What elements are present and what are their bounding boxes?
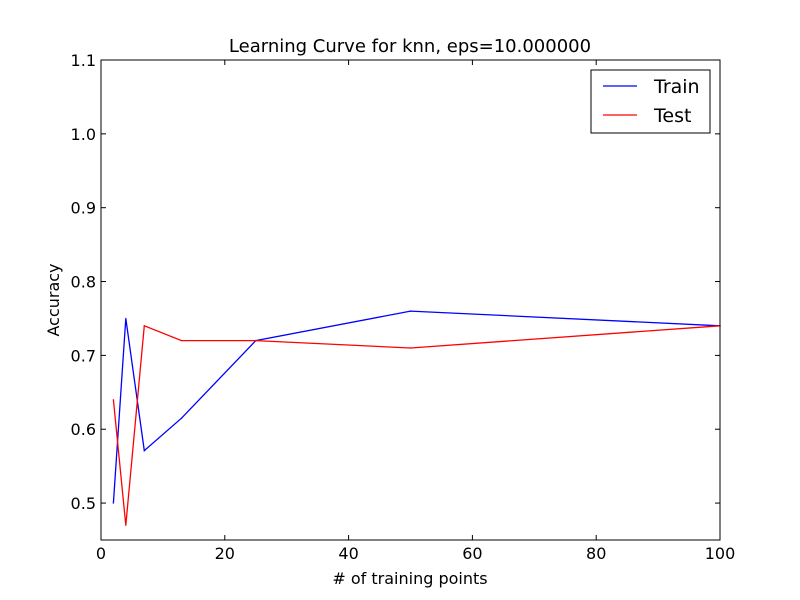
y-tick-label: 1.0: [71, 125, 96, 144]
y-tick-label: 0.7: [71, 346, 96, 365]
y-tick-label: 0.5: [71, 494, 96, 513]
x-tick-label: 20: [215, 544, 235, 563]
plot-frame: [100, 59, 721, 541]
chart-title: Learning Curve for knn, eps=10.000000: [229, 36, 591, 57]
x-tick-label: 100: [705, 544, 736, 563]
legend: Train Test: [590, 69, 711, 134]
test-data-point: [409, 347, 412, 349]
legend-test-label: Test: [653, 105, 691, 127]
x-tick-label: 0: [96, 544, 106, 563]
legend-train-label: Train: [653, 76, 700, 98]
test-data-point: [124, 524, 127, 527]
train-data-point: [409, 310, 412, 312]
y-tick-label: 1.1: [71, 51, 96, 70]
x-tick-label: 60: [462, 544, 482, 563]
train-data-point: [143, 449, 146, 452]
x-tick-label: 40: [338, 544, 358, 563]
x-axis-label: # of training points: [332, 569, 487, 588]
y-axis-label: Accuracy: [44, 263, 63, 336]
x-tick-label: 80: [586, 544, 606, 563]
y-tick-label: 0.8: [71, 273, 96, 292]
legend-box: [590, 69, 711, 134]
train-data-point: [180, 417, 183, 419]
series-layer: [112, 310, 721, 527]
test-data-point: [143, 325, 146, 327]
test-data-point: [254, 339, 257, 342]
tick-layer: 0 20 40 60 80 100 0.5 0.6 0.7 0.8 0.9 1.0 1.1: [71, 51, 736, 563]
y-tick-label: 0.6: [71, 420, 96, 439]
train-data-point: [112, 502, 115, 504]
test-data-point: [180, 339, 183, 342]
train-data-point: [124, 317, 127, 320]
plot-area: [101, 60, 720, 540]
test-data-point: [112, 398, 115, 401]
y-tick-label: 0.9: [71, 199, 96, 218]
